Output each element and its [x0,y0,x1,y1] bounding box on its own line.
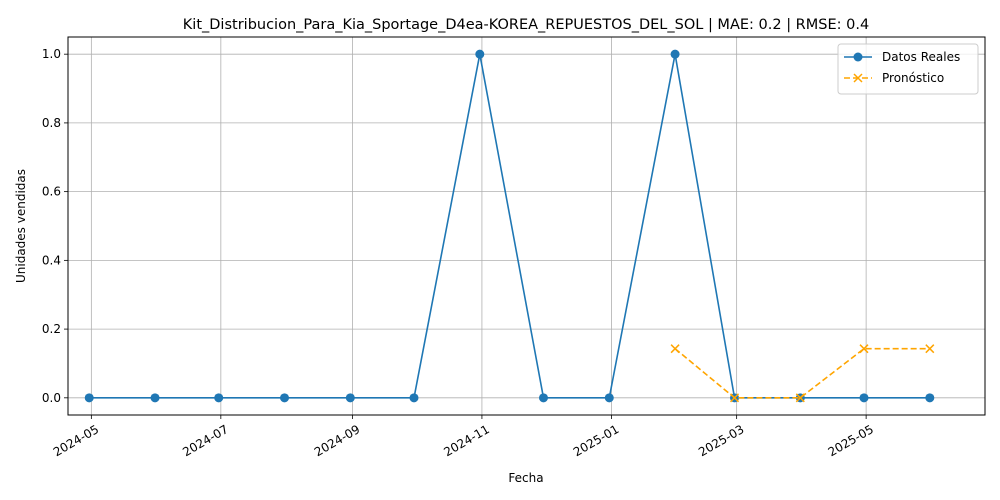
y-tick-label: 0.0 [42,391,61,405]
y-tick-label: 0.8 [42,116,61,130]
legend-box [837,43,979,95]
y-tick-label: 0.4 [42,253,61,267]
legend-item-pronostico: Pronóstico [844,71,944,85]
data-point [475,49,485,59]
data-point [214,393,224,403]
series-layer [84,49,935,403]
y-tick-label: 0.6 [42,185,61,199]
y-tick-label: 0.2 [42,322,61,336]
y-axis: 0.0 0.2 0.4 0.6 0.8 1.0 [42,47,68,405]
legend-marker [853,73,863,83]
data-point [604,393,614,403]
data-point [925,393,935,403]
legend-label: Pronóstico [882,71,944,85]
data-point [84,393,94,403]
chart-title: Kit_Distribucion_Para_Kia_Sportage_D4ea-… [183,17,869,33]
data-point [345,393,355,403]
data-point [795,393,805,403]
data-point [925,344,935,354]
x-axis-title: Fecha [508,471,543,485]
data-point [859,393,869,403]
legend: Datos Reales Pronóstico [837,43,979,95]
data-point [409,393,419,403]
data-point [729,393,740,403]
legend-label: Datos Reales [882,50,960,64]
data-point [859,344,869,354]
data-point [150,393,160,403]
plot-frame [67,36,986,416]
y-tick-label: 1.0 [42,47,61,61]
y-axis-title: Unidades vendidas [14,169,28,283]
series-pronostico [670,344,935,403]
series-line [674,347,930,399]
data-point [538,393,548,403]
legend-marker [853,52,863,62]
data-point [670,344,680,354]
data-point [280,393,290,403]
data-point [670,49,680,59]
legend-item-datos-reales: Datos Reales [844,50,960,64]
